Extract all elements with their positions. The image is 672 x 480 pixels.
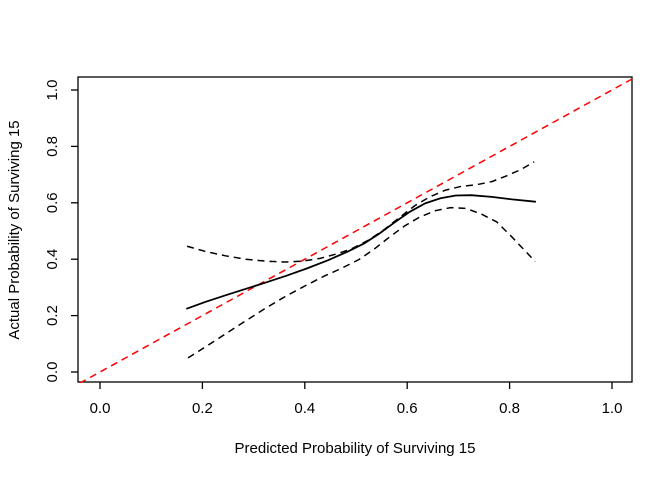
- y-tick-label: 0.0: [44, 362, 61, 383]
- x-tick-label: 0.8: [499, 400, 520, 417]
- lower-confidence-band-line: [187, 206, 536, 359]
- x-tick-label: 0.0: [90, 400, 111, 417]
- y-axis: 0.0 0.2 0.4 0.6 0.8 1.0: [44, 80, 78, 383]
- x-tick-label: 1.0: [602, 400, 623, 417]
- plot-border-box: [77, 76, 633, 383]
- y-tick-label: 1.0: [44, 80, 61, 101]
- y-axis-title: Actual Probability of Surviving 15: [6, 120, 23, 339]
- y-tick-label: 0.8: [44, 136, 61, 157]
- x-tick-label: 0.6: [397, 400, 418, 417]
- y-tick-label: 0.6: [44, 192, 61, 213]
- x-tick-label: 0.4: [294, 400, 315, 417]
- ideal-diagonal-line: [79, 78, 633, 383]
- series-group: [79, 78, 633, 383]
- x-tick-label: 0.2: [192, 400, 213, 417]
- upper-confidence-band-line: [186, 161, 535, 263]
- x-axis: 0.0 0.2 0.4 0.6 0.8 1.0: [90, 382, 623, 417]
- calibration-curve-line: [186, 194, 537, 310]
- y-tick-label: 0.2: [44, 305, 61, 326]
- x-axis-title: Predicted Probability of Surviving 15: [235, 440, 476, 457]
- y-tick-label: 0.4: [44, 249, 61, 270]
